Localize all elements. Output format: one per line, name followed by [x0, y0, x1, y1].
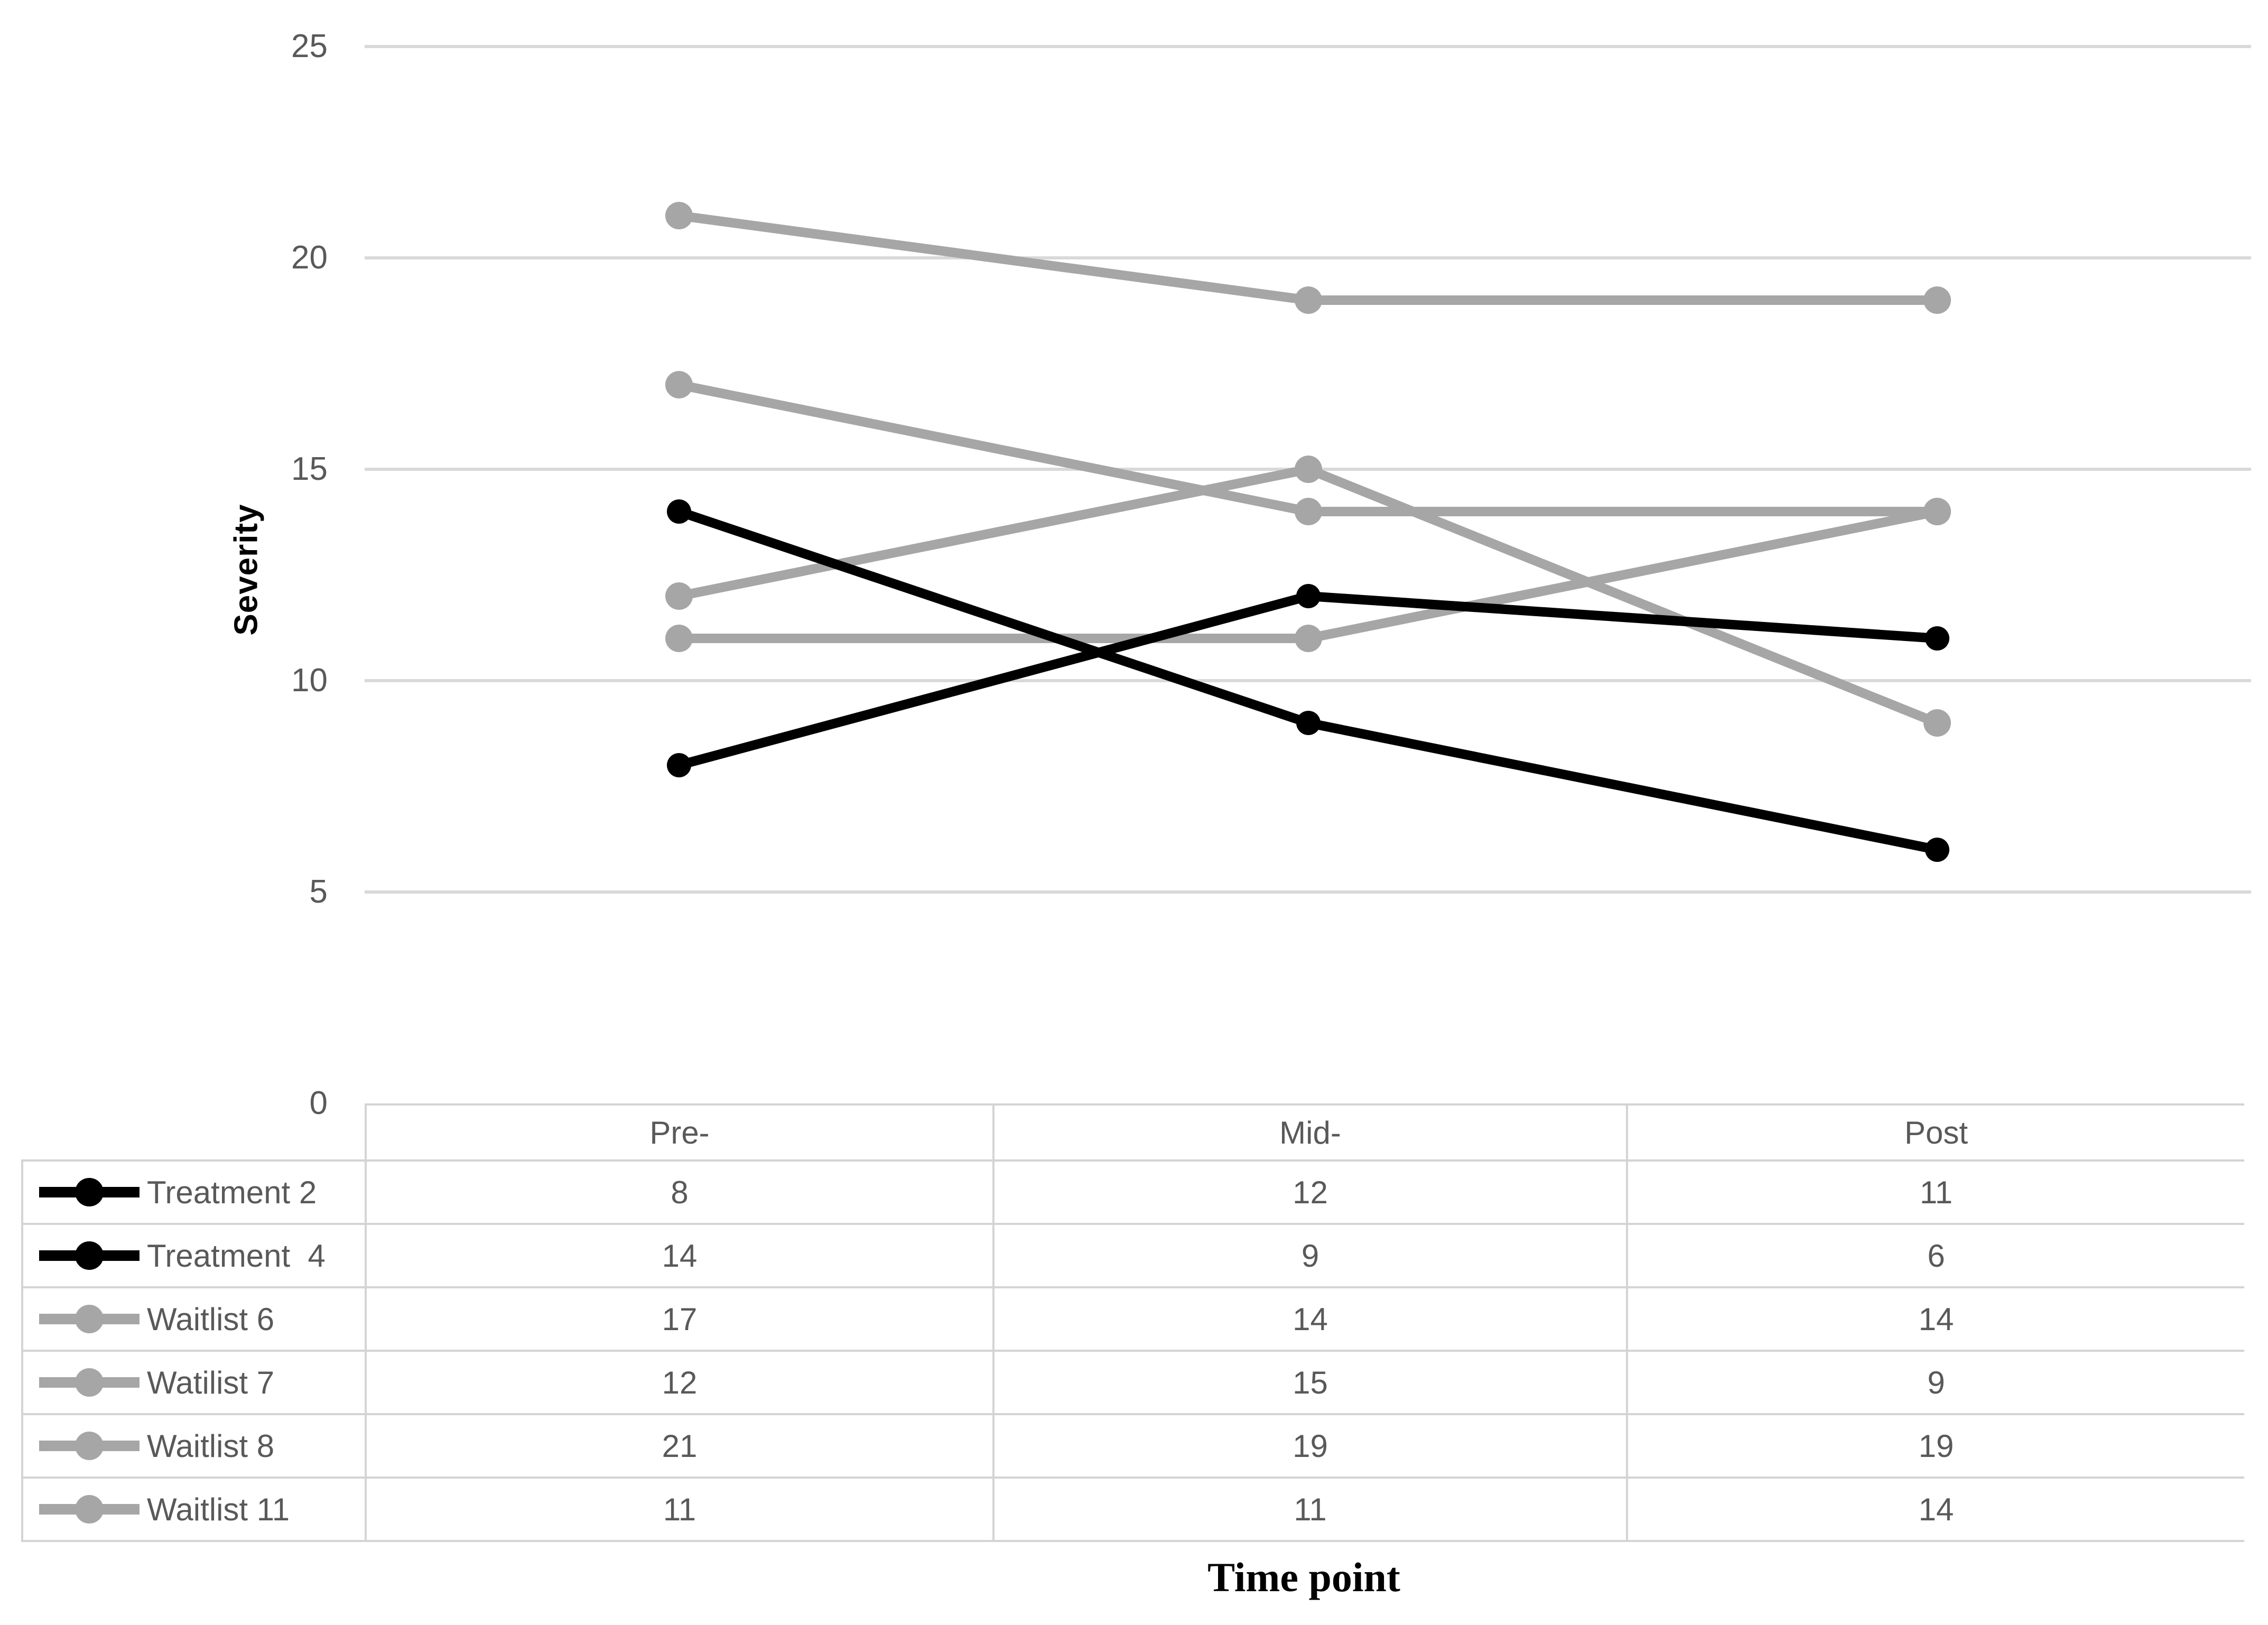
table-cell-value: 11 [1626, 1159, 2244, 1225]
data-point-marker [1923, 286, 1951, 314]
y-axis-title: Severity [228, 504, 265, 636]
data-point-marker [1295, 625, 1322, 652]
legend-marker-icon [39, 1178, 140, 1206]
legend-key: Treatment 4 [24, 1238, 364, 1274]
data-point-marker [1295, 286, 1322, 314]
data-point-marker [1925, 838, 1949, 862]
table-cell-value: 14 [992, 1286, 1628, 1352]
table-row-treatment-4: Treatment 4 14 9 6 [21, 1223, 2244, 1288]
table-cell-value: 17 [365, 1286, 994, 1352]
data-point-marker [1296, 711, 1321, 735]
data-point-marker [667, 753, 691, 777]
data-point-marker [1295, 498, 1322, 525]
table-cell-value: 15 [992, 1350, 1628, 1415]
series-line-waitlist-6 [665, 371, 1951, 525]
table-cell-value: 11 [365, 1477, 994, 1542]
legend-cell: Waitlist 8 [21, 1413, 367, 1479]
y-axis-tick-label: 5 [309, 874, 328, 910]
x-axis-title: Time point [1207, 1554, 1400, 1600]
data-point-marker [1295, 456, 1322, 483]
column-header-mid: Mid- [992, 1103, 1628, 1162]
table-corner-cell [22, 1104, 367, 1162]
y-axis-tick-label: 25 [291, 28, 328, 64]
data-point-marker [1923, 709, 1951, 737]
legend-cell: Waitlist 11 [21, 1477, 367, 1542]
legend-marker-icon [39, 1432, 140, 1460]
series-line-treatment-2 [667, 584, 1949, 777]
table-cell-value: 9 [1626, 1350, 2244, 1415]
table-row-waitlist-11: Waitlist 11 11 11 14 [21, 1477, 2244, 1542]
y-axis-tick-label: 20 [291, 239, 328, 276]
table-cell-value: 6 [1626, 1223, 2244, 1288]
data-point-marker [665, 582, 693, 610]
legend-series-label: Waitlist 6 [147, 1301, 275, 1337]
legend-cell: Treatment 4 [21, 1223, 367, 1288]
legend-series-label: Waitlist 11 [147, 1491, 290, 1527]
y-axis-tick-label: 15 [291, 451, 328, 487]
legend-key: Watilist 7 [24, 1364, 364, 1401]
table-cell-value: 21 [365, 1413, 994, 1479]
table-cell-value: 12 [365, 1350, 994, 1415]
series-line-treatment-4 [667, 499, 1949, 862]
data-point-marker [1296, 584, 1321, 608]
legend-series-label: Treatment 2 [147, 1174, 317, 1210]
data-table: Pre- Mid- Post Treatment 2 8 12 11 Treatment… [21, 1103, 2244, 1542]
data-point-marker [665, 625, 693, 652]
legend-marker-icon [39, 1241, 140, 1270]
table-header-row: Pre- Mid- Post [22, 1103, 2244, 1162]
table-row-waitlist-8: Waitlist 8 21 19 19 [21, 1413, 2244, 1479]
series-line-waitlist-11 [665, 498, 1951, 652]
data-point-marker [1923, 498, 1951, 525]
legend-series-label: Treatment 4 [147, 1238, 326, 1274]
legend-key: Treatment 2 [24, 1174, 364, 1211]
data-point-marker [667, 499, 691, 524]
table-cell-value: 14 [1626, 1286, 2244, 1352]
legend-key: Waitlist 6 [24, 1301, 364, 1338]
data-point-marker [665, 371, 693, 398]
table-cell-value: 14 [365, 1223, 994, 1288]
data-point-marker [665, 202, 693, 229]
legend-cell: Watilist 7 [21, 1350, 367, 1415]
column-header-post: Post [1626, 1103, 2244, 1162]
table-row-watilist-7: Watilist 7 12 15 9 [21, 1350, 2244, 1415]
legend-series-label: Watilist 7 [147, 1364, 275, 1400]
table-cell-value: 19 [992, 1413, 1628, 1479]
legend-key: Waitlist 11 [24, 1491, 364, 1528]
table-cell-value: 12 [992, 1159, 1628, 1225]
legend-marker-icon [39, 1368, 140, 1397]
legend-marker-icon [39, 1305, 140, 1333]
legend-cell: Waitlist 6 [21, 1286, 367, 1352]
table-cell-value: 11 [992, 1477, 1628, 1542]
table-row-treatment-2: Treatment 2 8 12 11 [21, 1159, 2244, 1225]
table-cell-value: 8 [365, 1159, 994, 1225]
table-cell-value: 9 [992, 1223, 1628, 1288]
legend-key: Waitlist 8 [24, 1428, 364, 1464]
data-point-marker [1925, 626, 1949, 651]
series-line-watilist-7 [665, 456, 1951, 737]
legend-cell: Treatment 2 [21, 1159, 367, 1225]
table-cell-value: 14 [1626, 1477, 2244, 1542]
legend-marker-icon [39, 1495, 140, 1524]
table-row-waitlist-6: Waitlist 6 17 14 14 [21, 1286, 2244, 1352]
column-header-pre: Pre- [365, 1103, 994, 1162]
table-cell-value: 19 [1626, 1413, 2244, 1479]
series-line-waitlist-8 [665, 202, 1951, 314]
y-axis-tick-label: 10 [291, 662, 328, 699]
legend-series-label: Waitlist 8 [147, 1428, 275, 1464]
